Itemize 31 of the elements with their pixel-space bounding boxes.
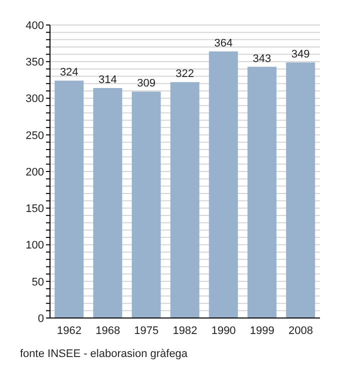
- y-tick-label: 200: [26, 166, 44, 178]
- x-tick-label: 1982: [172, 324, 198, 337]
- data-label: 364: [214, 37, 233, 50]
- bar: [170, 82, 200, 318]
- bar: [247, 66, 276, 318]
- y-tick-label: 350: [26, 56, 44, 69]
- bar: [54, 80, 84, 318]
- y-tick-label: 150: [26, 203, 44, 216]
- bar: [132, 92, 161, 318]
- source-note: fonte INSEE - elaborasion gràfega: [20, 348, 189, 360]
- data-label: 322: [176, 68, 194, 80]
- y-tick-label: 0: [38, 312, 44, 325]
- y-tick-label: 50: [32, 276, 44, 288]
- x-tick-label: 1975: [134, 324, 159, 337]
- x-tick-label: 1968: [96, 324, 120, 337]
- data-label: 349: [291, 48, 310, 60]
- x-tick-label: 2008: [288, 324, 313, 337]
- bar: [208, 51, 238, 318]
- data-label: 309: [137, 78, 156, 90]
- x-tick-label: 1999: [250, 324, 274, 337]
- y-tick-label: 400: [26, 20, 44, 32]
- data-label: 324: [60, 66, 78, 79]
- y-tick-label: 100: [26, 240, 44, 252]
- x-tick-label: 1990: [211, 324, 236, 337]
- bar: [286, 62, 316, 318]
- y-tick-label: 300: [26, 93, 44, 106]
- y-tick-label: 250: [26, 130, 44, 142]
- data-label: 314: [98, 74, 117, 86]
- x-tick-label: 1962: [57, 324, 82, 337]
- data-label: 343: [252, 52, 272, 65]
- bar: [93, 88, 122, 318]
